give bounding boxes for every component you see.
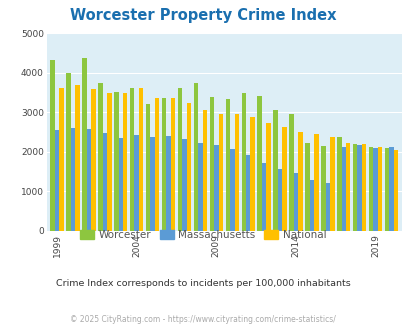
Bar [182, 139, 186, 231]
Bar [368, 148, 373, 231]
Bar [186, 104, 191, 231]
Bar [66, 73, 70, 231]
Bar [118, 138, 123, 231]
Bar [257, 96, 261, 231]
Bar [55, 130, 59, 231]
Bar [245, 155, 250, 231]
Bar [241, 93, 245, 231]
Text: Worcester Property Crime Index: Worcester Property Crime Index [70, 8, 335, 23]
Bar [293, 173, 298, 231]
Bar [388, 148, 393, 231]
Bar [289, 114, 293, 231]
Bar [393, 150, 397, 231]
Bar [361, 144, 366, 231]
Bar [59, 88, 64, 231]
Bar [145, 104, 150, 231]
Bar [177, 88, 182, 231]
Bar [218, 114, 222, 231]
Bar [281, 127, 286, 231]
Bar [313, 134, 318, 231]
Bar [166, 136, 171, 231]
Bar [298, 132, 302, 231]
Text: Crime Index corresponds to incidents per 100,000 inhabitants: Crime Index corresponds to incidents per… [55, 279, 350, 288]
Bar [107, 93, 111, 231]
Legend: Worcester, Massachusetts, National: Worcester, Massachusetts, National [75, 226, 330, 244]
Bar [98, 83, 102, 231]
Bar [193, 82, 198, 231]
Bar [250, 116, 254, 231]
Bar [225, 99, 230, 231]
Bar [91, 89, 95, 231]
Bar [139, 88, 143, 231]
Bar [130, 88, 134, 231]
Bar [345, 144, 350, 231]
Bar [102, 133, 107, 231]
Bar [134, 135, 139, 231]
Bar [86, 129, 91, 231]
Bar [123, 93, 127, 231]
Bar [357, 145, 361, 231]
Bar [309, 180, 313, 231]
Bar [352, 144, 357, 231]
Bar [273, 110, 277, 231]
Text: © 2025 CityRating.com - https://www.cityrating.com/crime-statistics/: © 2025 CityRating.com - https://www.city… [70, 315, 335, 324]
Bar [154, 98, 159, 231]
Bar [341, 147, 345, 231]
Bar [336, 137, 341, 231]
Bar [50, 60, 55, 231]
Bar [150, 137, 154, 231]
Bar [261, 163, 266, 231]
Bar [373, 148, 377, 231]
Bar [213, 146, 218, 231]
Bar [171, 98, 175, 231]
Bar [209, 97, 213, 231]
Bar [70, 128, 75, 231]
Bar [277, 169, 281, 231]
Bar [198, 143, 202, 231]
Bar [305, 143, 309, 231]
Bar [266, 123, 270, 231]
Bar [329, 137, 334, 231]
Bar [114, 92, 118, 231]
Bar [320, 146, 325, 231]
Bar [377, 148, 382, 231]
Bar [234, 114, 239, 231]
Bar [325, 183, 329, 231]
Bar [162, 98, 166, 231]
Bar [202, 110, 207, 231]
Bar [230, 148, 234, 231]
Bar [75, 85, 79, 231]
Bar [384, 148, 388, 231]
Bar [82, 57, 86, 231]
